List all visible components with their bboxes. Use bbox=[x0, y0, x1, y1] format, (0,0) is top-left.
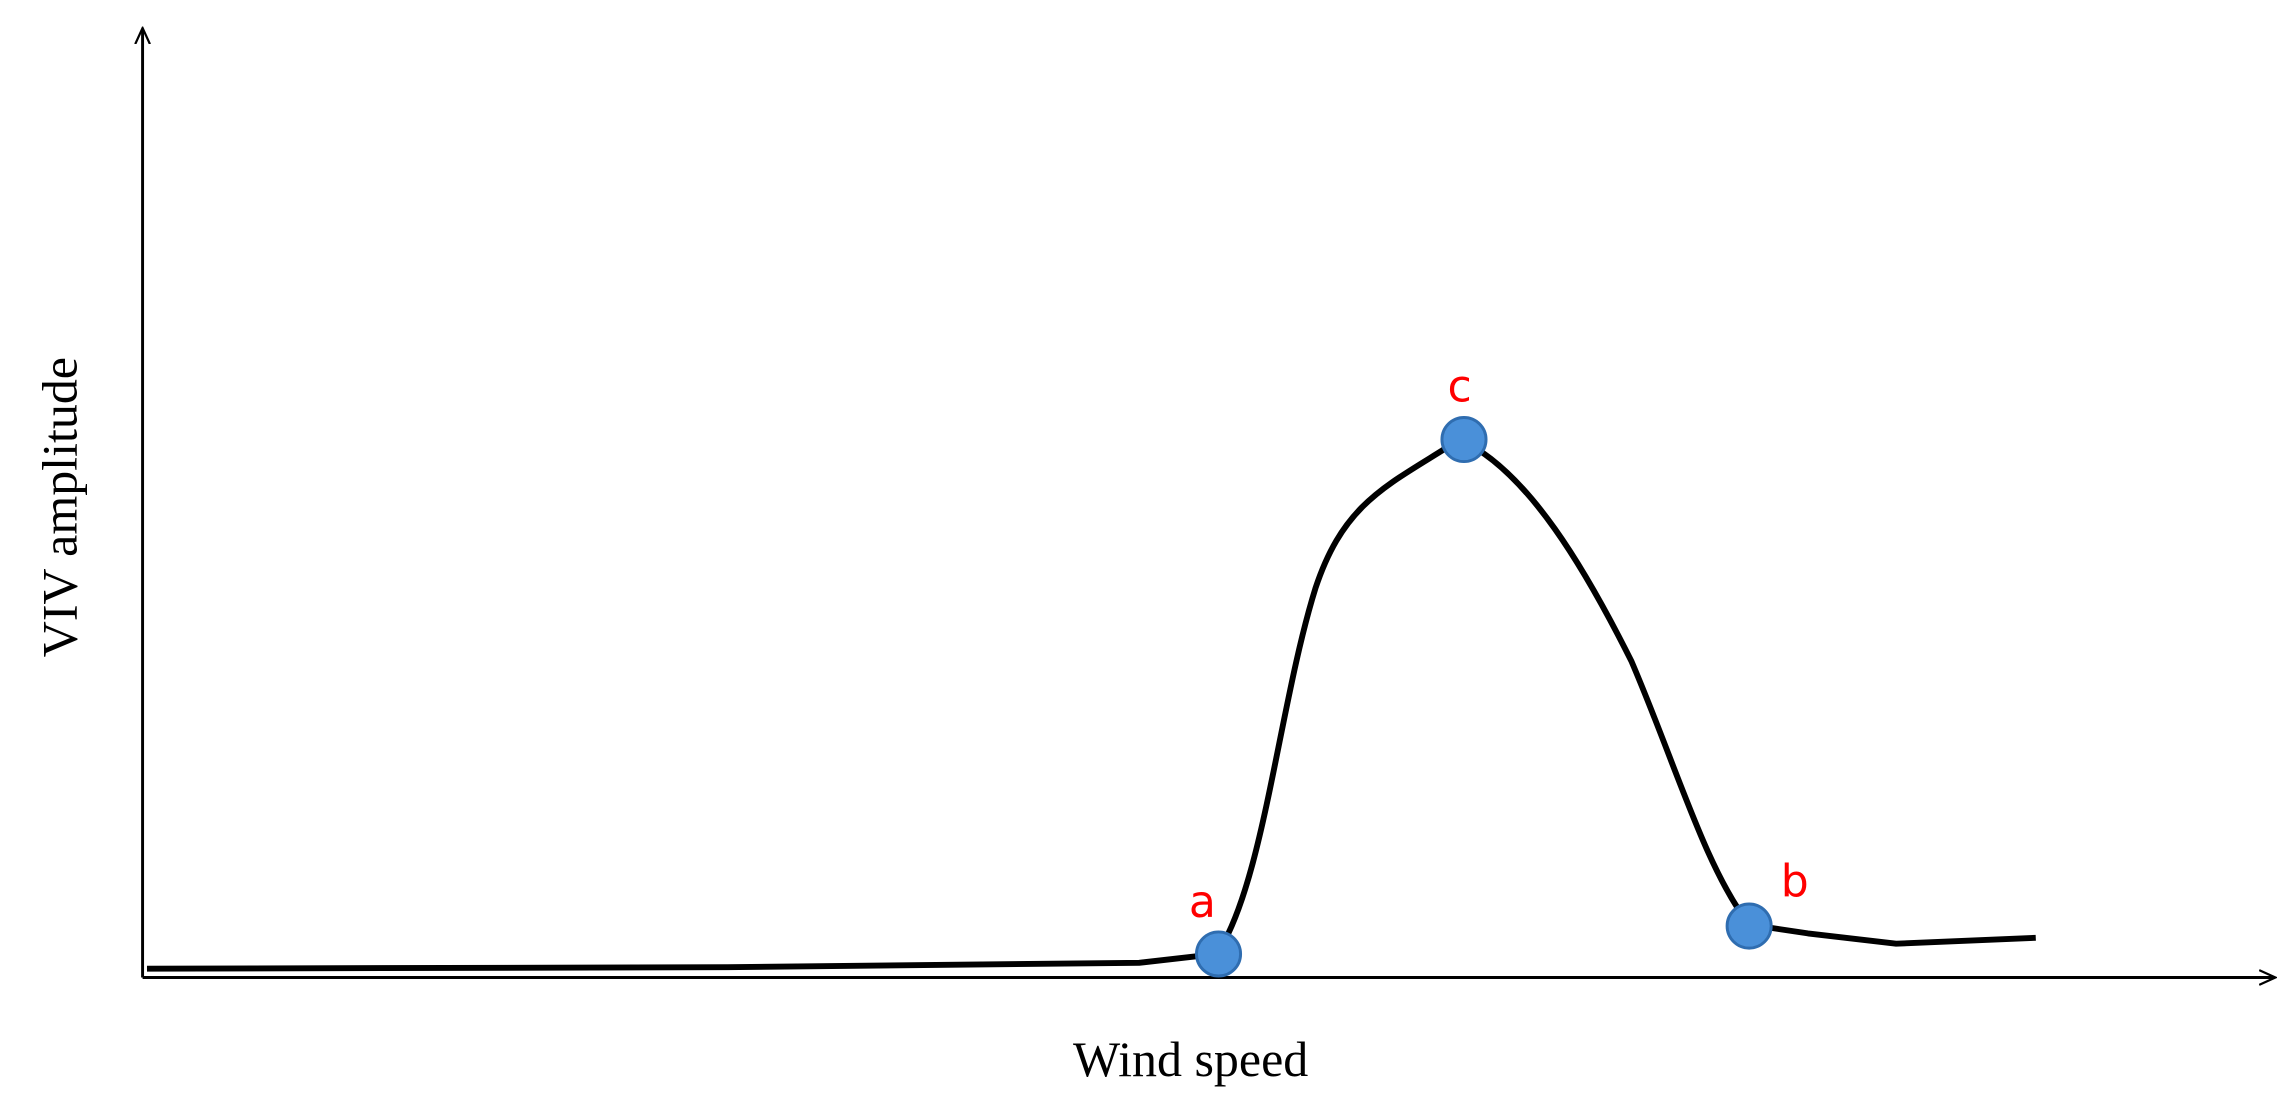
amplitude-curve bbox=[146, 436, 2036, 972]
y-axis-label: VIV amplitude bbox=[31, 357, 87, 657]
point-b bbox=[1725, 902, 1773, 950]
point-label: c bbox=[1447, 361, 1471, 412]
point-a bbox=[1195, 930, 1243, 978]
point-c bbox=[1440, 416, 1488, 464]
point-label: b bbox=[1781, 857, 1809, 908]
x-axis-label: Wind speed bbox=[1073, 1031, 1308, 1087]
point-label: a bbox=[1189, 877, 1216, 928]
